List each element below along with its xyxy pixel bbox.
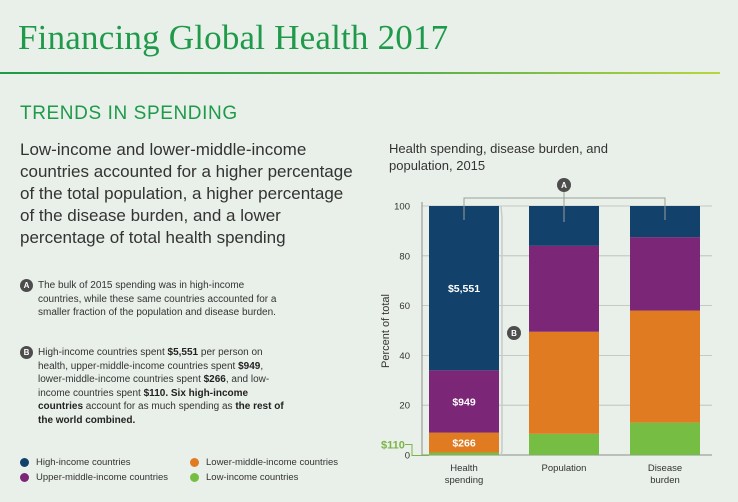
bar-segment: [630, 237, 700, 311]
legend-item-low-income: Low-income countries: [190, 472, 298, 483]
chart-legend: High-income countries Lower-middle-incom…: [20, 457, 380, 487]
legend-swatch: [190, 458, 199, 467]
bar-segment: [630, 310, 700, 423]
marker-a-icon: [557, 178, 571, 192]
legend-swatch: [20, 458, 29, 467]
marker-a-badge: A: [20, 279, 33, 292]
low-income-callout: $110: [381, 440, 405, 452]
note-b-text: High-income countries spent $5,551 per p…: [38, 347, 284, 426]
title-divider: [0, 72, 720, 74]
lead-paragraph: Low-income and lower-middle-income count…: [20, 140, 353, 247]
marker-b-bracket: [500, 205, 503, 456]
bar-segment: [529, 331, 599, 434]
data-label: $949: [452, 396, 476, 408]
legend-item-upper-middle-income: Upper-middle-income countries: [20, 472, 168, 483]
y-tick-label: 0: [405, 451, 410, 462]
marker-b-icon: [507, 326, 521, 340]
note-a-text: The bulk of 2015 spending was in high-in…: [38, 280, 277, 318]
x-tick-label: Disease: [648, 463, 682, 474]
data-label: $5,551: [448, 283, 480, 295]
x-tick-label: burden: [650, 475, 680, 486]
callout-leader: [405, 444, 429, 457]
bar-segment: [429, 206, 499, 371]
bar-segment: [529, 245, 599, 332]
bar-segment: [429, 432, 499, 453]
y-tick-label: 20: [399, 401, 410, 412]
section-heading: TRENDS IN SPENDING: [20, 103, 238, 124]
bar-segment: [630, 422, 700, 455]
legend-item-high-income: High-income countries: [20, 457, 131, 468]
page-title: Financing Global Health 2017: [18, 18, 449, 57]
legend-swatch: [20, 473, 29, 482]
bar-segment: [529, 433, 599, 455]
y-axis-label: Percent of total: [380, 294, 392, 368]
marker-b-badge: B: [20, 346, 33, 359]
bar-segment: [429, 452, 499, 455]
bar-segment: [429, 370, 499, 433]
y-tick-label: 60: [399, 301, 410, 312]
marker-a-label: A: [561, 181, 567, 190]
x-tick-label: spending: [445, 475, 484, 486]
y-tick-label: 40: [399, 351, 410, 362]
y-tick-label: 80: [399, 251, 410, 262]
legend-item-lower-middle-income: Lower-middle-income countries: [190, 457, 338, 468]
data-label: $266: [452, 438, 476, 450]
legend-swatch: [190, 473, 199, 482]
x-tick-label: Health: [450, 463, 477, 474]
marker-b-label: B: [511, 329, 517, 338]
y-tick-label: 100: [394, 202, 410, 213]
x-tick-label: Population: [542, 463, 587, 474]
chart-title: Health spending, disease burden, and pop…: [389, 141, 608, 173]
